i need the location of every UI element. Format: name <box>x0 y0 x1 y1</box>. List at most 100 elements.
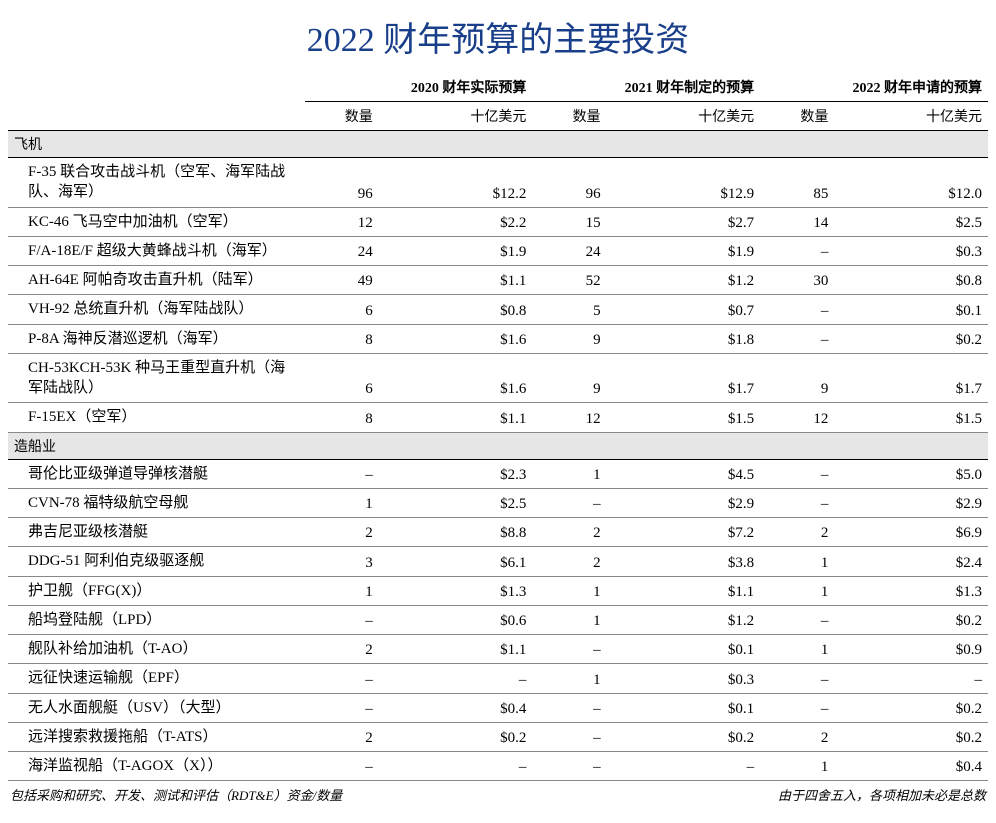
qty-2020: – <box>305 693 379 722</box>
item-label: F-15EX（空军） <box>8 403 305 432</box>
amt-2022: $0.2 <box>834 722 988 751</box>
table-row: 哥伦比亚级弹道导弹核潜艇–$2.31$4.5–$5.0 <box>8 459 988 488</box>
qty-2021: – <box>532 722 606 751</box>
header-year-2020: 2020 财年实际预算 <box>305 73 533 102</box>
table-row: 舰队补给加油机（T-AO）2$1.1–$0.11$0.9 <box>8 635 988 664</box>
qty-2021: 2 <box>532 518 606 547</box>
table-row: 船坞登陆舰（LPD）–$0.61$1.2–$0.2 <box>8 605 988 634</box>
qty-2022: – <box>760 295 834 324</box>
table-row: F-35 联合攻击战斗机（空军、海军陆战队、海军）96$12.296$12.98… <box>8 158 988 208</box>
item-label: CVN-78 福特级航空母舰 <box>8 488 305 517</box>
header-qty: 数量 <box>532 102 606 131</box>
qty-2021: 24 <box>532 236 606 265</box>
item-label: AH-64E 阿帕奇攻击直升机（陆军） <box>8 266 305 295</box>
qty-2021: 1 <box>532 576 606 605</box>
amt-2021: $1.9 <box>607 236 761 265</box>
amt-2020: $1.6 <box>379 353 533 403</box>
amt-2020: $0.2 <box>379 722 533 751</box>
section-header: 飞机 <box>8 131 988 158</box>
qty-2021: 1 <box>532 664 606 693</box>
amt-2020: $1.1 <box>379 266 533 295</box>
qty-2022: 30 <box>760 266 834 295</box>
qty-2020: – <box>305 664 379 693</box>
qty-2020: 6 <box>305 295 379 324</box>
qty-2020: 3 <box>305 547 379 576</box>
header-amt: 十亿美元 <box>607 102 761 131</box>
item-label: 远洋搜索救援拖船（T-ATS） <box>8 722 305 751</box>
amt-2021: $0.2 <box>607 722 761 751</box>
table-row: 弗吉尼亚级核潜艇2$8.82$7.22$6.9 <box>8 518 988 547</box>
qty-2020: 6 <box>305 353 379 403</box>
qty-2021: – <box>532 635 606 664</box>
amt-2021: $2.9 <box>607 488 761 517</box>
amt-2020: $1.1 <box>379 635 533 664</box>
table-row: KC-46 飞马空中加油机（空军）12$2.215$2.714$2.5 <box>8 207 988 236</box>
footnote-left: 包括采购和研究、开发、测试和评估（RDT&E）资金/数量 <box>10 785 342 804</box>
qty-2020: – <box>305 459 379 488</box>
table-row: 远洋搜索救援拖船（T-ATS）2$0.2–$0.22$0.2 <box>8 722 988 751</box>
amt-2020: $2.3 <box>379 459 533 488</box>
amt-2022: $2.9 <box>834 488 988 517</box>
qty-2022: 1 <box>760 635 834 664</box>
qty-2020: – <box>305 752 379 781</box>
amt-2022: $0.1 <box>834 295 988 324</box>
table-row: 无人水面舰艇（USV）（大型）–$0.4–$0.1–$0.2 <box>8 693 988 722</box>
qty-2020: 96 <box>305 158 379 208</box>
amt-2020: $1.9 <box>379 236 533 265</box>
header-qty: 数量 <box>760 102 834 131</box>
table-row: 海洋监视船（T-AGOX（X））––––1$0.4 <box>8 752 988 781</box>
qty-2021: 96 <box>532 158 606 208</box>
table-row: AH-64E 阿帕奇攻击直升机（陆军）49$1.152$1.230$0.8 <box>8 266 988 295</box>
amt-2021: $1.5 <box>607 403 761 432</box>
qty-2020: 8 <box>305 324 379 353</box>
header-amt: 十亿美元 <box>379 102 533 131</box>
amt-2022: $1.3 <box>834 576 988 605</box>
amt-2022: $12.0 <box>834 158 988 208</box>
amt-2021: $0.1 <box>607 635 761 664</box>
qty-2022: 1 <box>760 576 834 605</box>
amt-2021: $0.1 <box>607 693 761 722</box>
qty-2021: 9 <box>532 353 606 403</box>
amt-2022: $0.2 <box>834 605 988 634</box>
header-year-2021: 2021 财年制定的预算 <box>532 73 760 102</box>
item-label: 海洋监视船（T-AGOX（X）） <box>8 752 305 781</box>
amt-2021: – <box>607 752 761 781</box>
qty-2020: – <box>305 605 379 634</box>
amt-2020: $2.5 <box>379 488 533 517</box>
header-qty: 数量 <box>305 102 379 131</box>
item-label: F/A-18E/F 超级大黄蜂战斗机（海军） <box>8 236 305 265</box>
table-row: F-15EX（空军）8$1.112$1.512$1.5 <box>8 403 988 432</box>
qty-2021: 9 <box>532 324 606 353</box>
table-row: 远征快速运输舰（EPF）––1$0.3–– <box>8 664 988 693</box>
amt-2022: $0.3 <box>834 236 988 265</box>
qty-2021: 52 <box>532 266 606 295</box>
amt-2022: $0.4 <box>834 752 988 781</box>
qty-2020: 49 <box>305 266 379 295</box>
qty-2022: 1 <box>760 752 834 781</box>
amt-2022: $1.7 <box>834 353 988 403</box>
qty-2022: – <box>760 459 834 488</box>
amt-2021: $4.5 <box>607 459 761 488</box>
amt-2020: $1.3 <box>379 576 533 605</box>
amt-2020: $0.6 <box>379 605 533 634</box>
item-label: 舰队补给加油机（T-AO） <box>8 635 305 664</box>
amt-2022: $2.5 <box>834 207 988 236</box>
amt-2021: $0.7 <box>607 295 761 324</box>
amt-2022: $6.9 <box>834 518 988 547</box>
qty-2022: – <box>760 488 834 517</box>
qty-2021: 1 <box>532 605 606 634</box>
qty-2022: – <box>760 236 834 265</box>
amt-2022: $0.2 <box>834 324 988 353</box>
amt-2020: $0.4 <box>379 693 533 722</box>
amt-2020: – <box>379 752 533 781</box>
table-row: CH-53KCH-53K 种马王重型直升机（海军陆战队）6$1.69$1.79$… <box>8 353 988 403</box>
qty-2020: 2 <box>305 635 379 664</box>
amt-2020: $6.1 <box>379 547 533 576</box>
amt-2021: $12.9 <box>607 158 761 208</box>
amt-2021: $1.1 <box>607 576 761 605</box>
qty-2021: 1 <box>532 459 606 488</box>
amt-2020: $12.2 <box>379 158 533 208</box>
table-row: P-8A 海神反潜巡逻机（海军）8$1.69$1.8–$0.2 <box>8 324 988 353</box>
amt-2020: $2.2 <box>379 207 533 236</box>
table-row: 护卫舰（FFG(X)）1$1.31$1.11$1.3 <box>8 576 988 605</box>
